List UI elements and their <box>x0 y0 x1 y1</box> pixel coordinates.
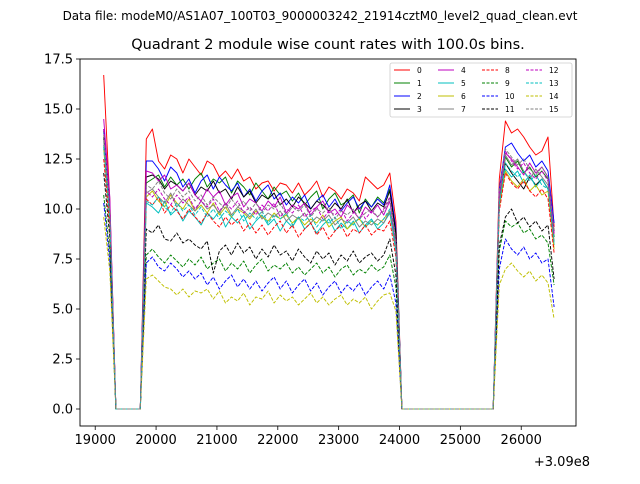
legend-label-14: 14 <box>549 92 559 101</box>
y-tick-label: 0.0 <box>52 403 73 418</box>
series-line-8 <box>103 158 555 410</box>
series-line-15 <box>103 134 555 410</box>
y-tick-label: 10.0 <box>44 203 73 218</box>
legend-label-11: 11 <box>505 105 515 114</box>
axes: 19000 20000 21000 22000 23000 24000 25000 26000… <box>44 53 542 449</box>
legend-label-5: 5 <box>461 79 466 88</box>
y-tick-label: 2.5 <box>52 353 73 368</box>
legend-label-15: 15 <box>549 105 559 114</box>
y-tick-label: 7.5 <box>52 253 73 268</box>
series-line-11 <box>103 172 555 410</box>
y-tick-label: 12.5 <box>44 153 73 168</box>
legend-label-10: 10 <box>505 92 515 101</box>
x-tick-label: 26000 <box>501 433 542 448</box>
x-tick-label: 23000 <box>318 433 359 448</box>
y-tick-label: 5.0 <box>52 303 73 318</box>
legend-box <box>389 62 573 118</box>
x-tick-label: 21000 <box>196 433 237 448</box>
x-tick-label: 22000 <box>257 433 298 448</box>
data-file-label: Data file: modeM0/AS1A07_100T03_90000032… <box>63 9 578 23</box>
y-tick-label: 17.5 <box>44 53 73 68</box>
plot-area <box>103 74 555 410</box>
legend-label-6: 6 <box>461 92 466 101</box>
chart-title: Quadrant 2 module wise count rates with … <box>131 37 525 53</box>
x-offset-label: +3.09e8 <box>534 455 590 470</box>
x-tick-label: 25000 <box>440 433 481 448</box>
legend-label-12: 12 <box>549 66 559 75</box>
legend-label-7: 7 <box>461 105 466 114</box>
x-tick-label: 20000 <box>135 433 176 448</box>
legend-label-2: 2 <box>417 92 422 101</box>
legend-label-9: 9 <box>505 79 510 88</box>
legend-label-3: 3 <box>417 105 422 114</box>
legend-label-8: 8 <box>505 66 510 75</box>
x-tick-label: 24000 <box>379 433 420 448</box>
axes-frame <box>79 58 577 427</box>
legend-label-13: 13 <box>549 79 559 88</box>
series-line-10 <box>103 202 555 410</box>
y-tick-label: 15.0 <box>44 103 73 118</box>
x-tick-label: 19000 <box>75 433 116 448</box>
legend-label-1: 1 <box>417 79 422 88</box>
legend-label-0: 0 <box>417 66 422 75</box>
legend-label-4: 4 <box>461 66 466 75</box>
